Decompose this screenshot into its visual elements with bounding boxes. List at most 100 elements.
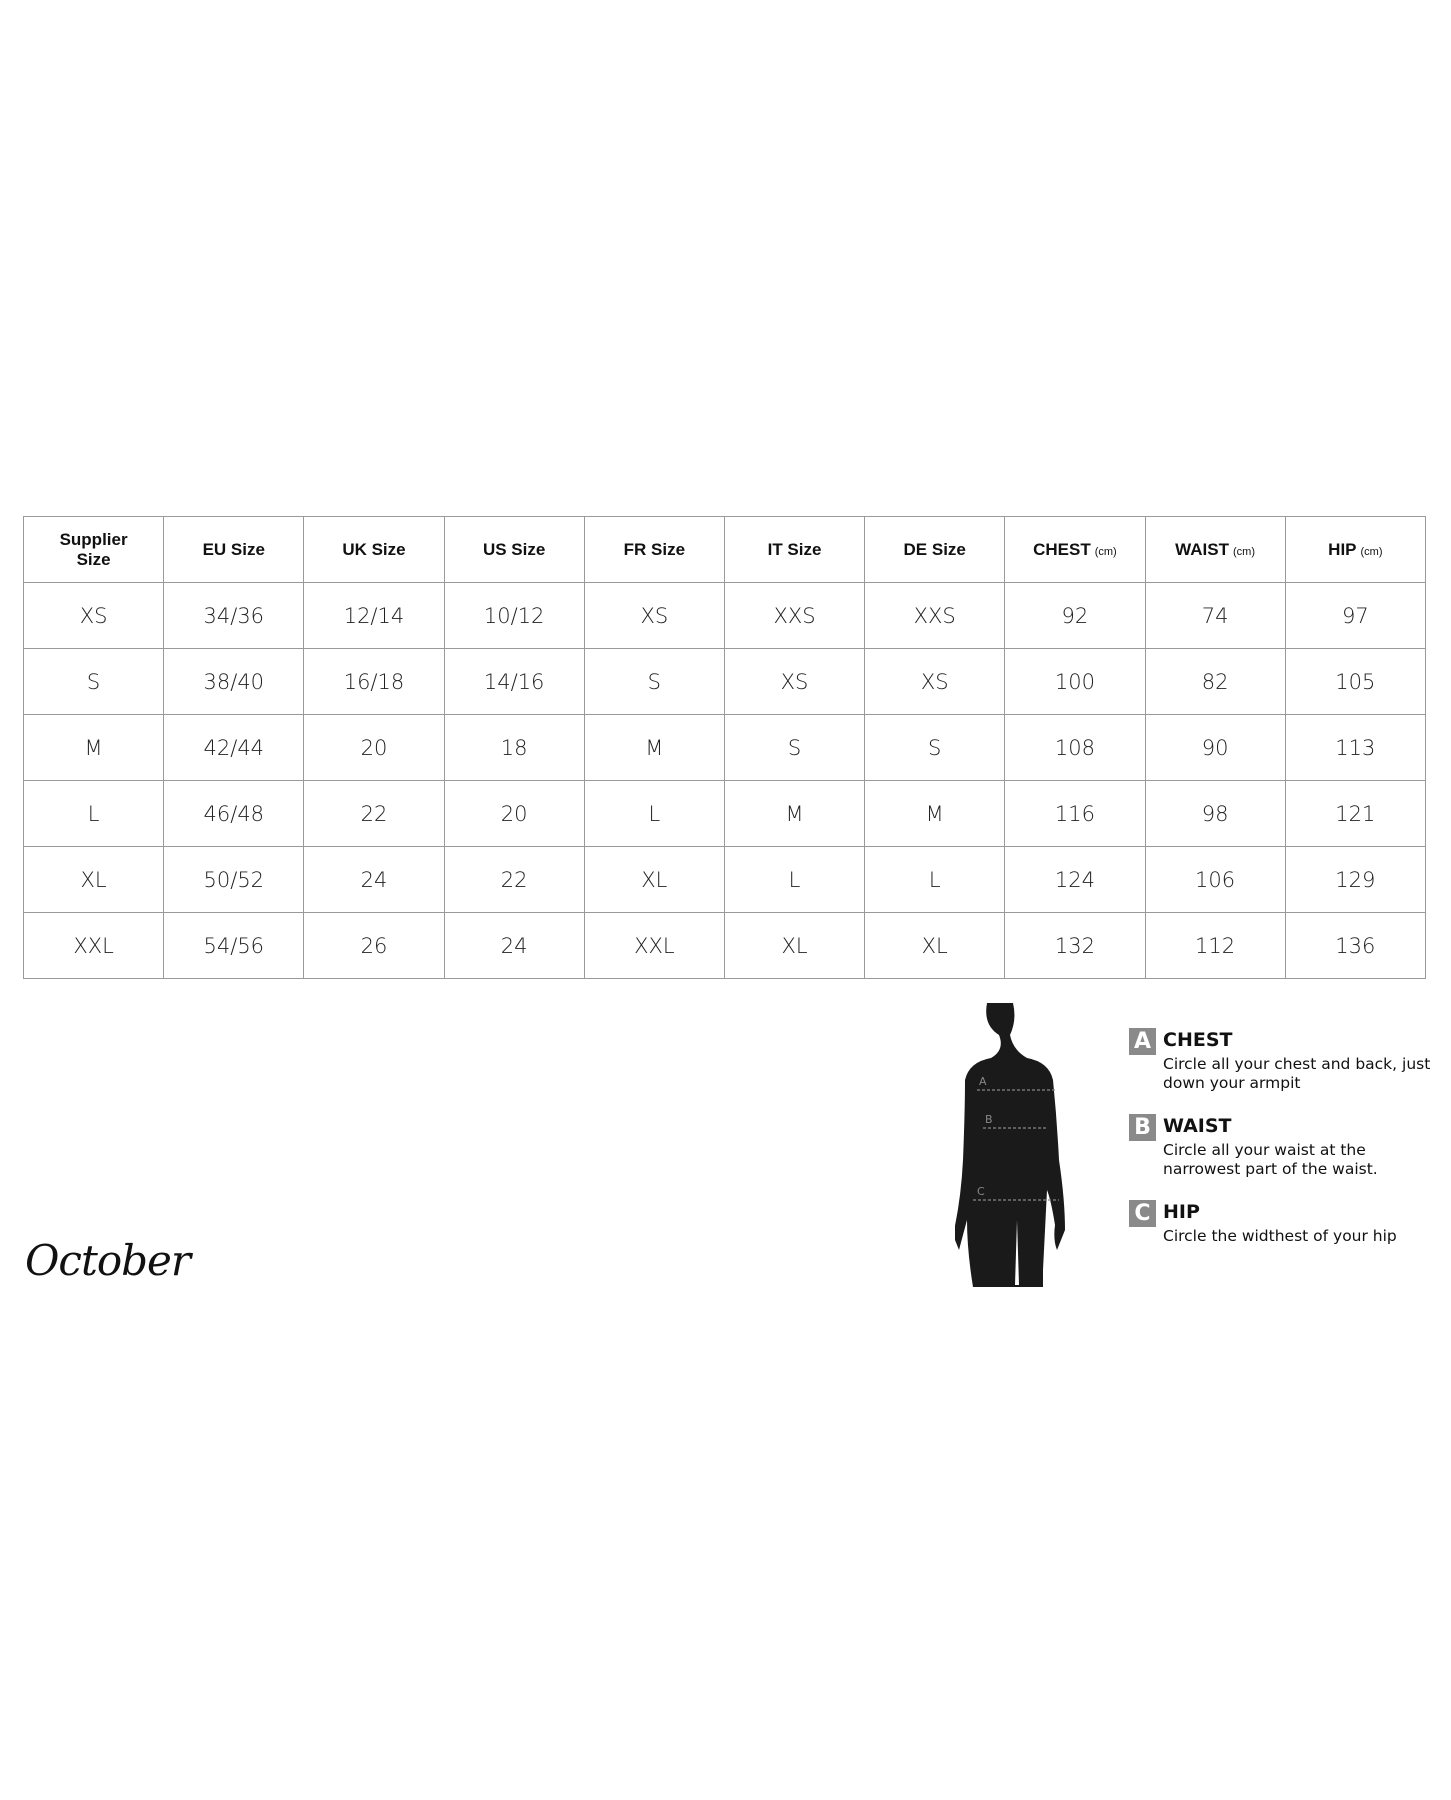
marker-b: B — [985, 1113, 993, 1126]
table-cell: M — [583, 714, 725, 781]
marker-c: C — [977, 1185, 985, 1198]
column-header: HIP (cm) — [1284, 516, 1427, 583]
table-cell: S — [723, 714, 866, 781]
table-cell: M — [22, 714, 165, 781]
column-header: US Size — [443, 516, 585, 583]
table-row: L 46/48 22 20 L M M 116 98 121 — [22, 780, 1427, 847]
table-cell: 42/44 — [163, 714, 305, 781]
legend-description: Circle all your waist at the narrowest p… — [1163, 1141, 1378, 1178]
column-header: WAIST (cm) — [1144, 516, 1286, 583]
table-cell: 14/16 — [443, 648, 585, 715]
table-row: XS 34/36 12/14 10/12 XS XXS XXS 92 74 97 — [22, 582, 1427, 649]
table-cell: 18 — [443, 714, 585, 781]
header-label: Supplier Size — [59, 529, 128, 569]
header-unit: (cm) — [1094, 545, 1117, 558]
table-row: XXL 54/56 26 24 XXL XL XL 132 112 136 — [22, 912, 1427, 979]
table-cell: 24 — [443, 912, 585, 979]
legend-title: CHEST — [1163, 1029, 1233, 1051]
table-cell: S — [22, 648, 165, 715]
table-cell: XL — [864, 912, 1006, 979]
table-cell: 26 — [303, 912, 445, 979]
legend-description: Circle all your chest and back, just dow… — [1163, 1055, 1431, 1092]
table-row: S 38/40 16/18 14/16 S XS XS 100 82 105 — [22, 648, 1427, 715]
header-label: HIP — [1328, 539, 1357, 559]
header-label: EU Size — [202, 539, 265, 559]
legend-title: WAIST — [1163, 1115, 1232, 1137]
column-header: DE Size — [864, 516, 1006, 583]
header-label: WAIST — [1175, 539, 1230, 559]
header-unit: (cm) — [1233, 545, 1256, 558]
table-cell: 108 — [1004, 714, 1146, 781]
table-cell: M — [723, 780, 866, 847]
header-label: DE Size — [903, 539, 966, 559]
table-cell: 106 — [1144, 846, 1286, 913]
legend-title: HIP — [1163, 1201, 1200, 1223]
column-header: FR Size — [583, 516, 725, 583]
table-cell: 50/52 — [163, 846, 305, 913]
table-cell: 121 — [1284, 780, 1427, 847]
table-cell: XS — [22, 582, 165, 649]
table-cell: 22 — [303, 780, 445, 847]
header-label: UK Size — [342, 539, 406, 559]
table-cell: XXS — [723, 582, 866, 649]
table-cell: M — [864, 780, 1006, 847]
table-cell: XS — [583, 582, 725, 649]
table-cell: 98 — [1144, 780, 1286, 847]
table-cell: 100 — [1004, 648, 1146, 715]
table-cell: 82 — [1144, 648, 1286, 715]
table-row: XL 50/52 24 22 XL L L 124 106 129 — [22, 846, 1427, 913]
table-cell: 22 — [443, 846, 585, 913]
table-cell: 54/56 — [163, 912, 305, 979]
table-cell: XL — [22, 846, 165, 913]
header-label: FR Size — [623, 539, 686, 559]
header-label: CHEST — [1033, 539, 1091, 559]
table-cell: L — [723, 846, 866, 913]
table-cell: XL — [583, 846, 725, 913]
table-cell: XXL — [583, 912, 725, 979]
table-cell: 20 — [303, 714, 445, 781]
table-cell: 92 — [1004, 582, 1146, 649]
table-cell: 74 — [1144, 582, 1286, 649]
table-cell: S — [864, 714, 1006, 781]
table-cell: 38/40 — [163, 648, 305, 715]
table-cell: XXS — [864, 582, 1006, 649]
header-row: Supplier Size EU Size UK Size US Size FR Siz… — [22, 516, 1427, 583]
header-label: IT Size — [767, 539, 822, 559]
legend-description: Circle the widthest of your hip — [1163, 1227, 1397, 1245]
table-cell: 24 — [303, 846, 445, 913]
table-cell: 105 — [1284, 648, 1427, 715]
size-chart-table: Supplier Size EU Size UK Size US Size FR Siz… — [22, 516, 1427, 979]
letter-badge: B — [1129, 1114, 1156, 1141]
table-row: M 42/44 20 18 M S S 108 90 113 — [22, 714, 1427, 781]
table-cell: XS — [723, 648, 866, 715]
table-cell: 12/14 — [303, 582, 445, 649]
table-cell: 46/48 — [163, 780, 305, 847]
header-label: US Size — [482, 539, 546, 559]
body-silhouette-icon: A B C — [955, 1003, 1065, 1287]
table-cell: XXL — [22, 912, 165, 979]
header-unit: (cm) — [1360, 545, 1383, 558]
table-cell: L — [864, 846, 1006, 913]
table-cell: 116 — [1004, 780, 1146, 847]
column-header: UK Size — [303, 516, 445, 583]
table-cell: XL — [723, 912, 866, 979]
table-cell: 113 — [1284, 714, 1427, 781]
table-cell: 136 — [1284, 912, 1427, 979]
column-header: IT Size — [723, 516, 866, 583]
table-cell: 10/12 — [443, 582, 585, 649]
table-cell: 129 — [1284, 846, 1427, 913]
table-cell: L — [22, 780, 165, 847]
letter-badge: A — [1129, 1028, 1156, 1055]
table-cell: 20 — [443, 780, 585, 847]
table-cell: 112 — [1144, 912, 1286, 979]
table-cell: S — [583, 648, 725, 715]
table-cell: 90 — [1144, 714, 1286, 781]
table-cell: 34/36 — [163, 582, 305, 649]
table-cell: 124 — [1004, 846, 1146, 913]
marker-a: A — [979, 1075, 987, 1088]
table-cell: 16/18 — [303, 648, 445, 715]
table-cell: L — [583, 780, 725, 847]
table-cell: 132 — [1004, 912, 1146, 979]
table-cell: 97 — [1284, 582, 1427, 649]
letter-badge: C — [1129, 1200, 1156, 1227]
